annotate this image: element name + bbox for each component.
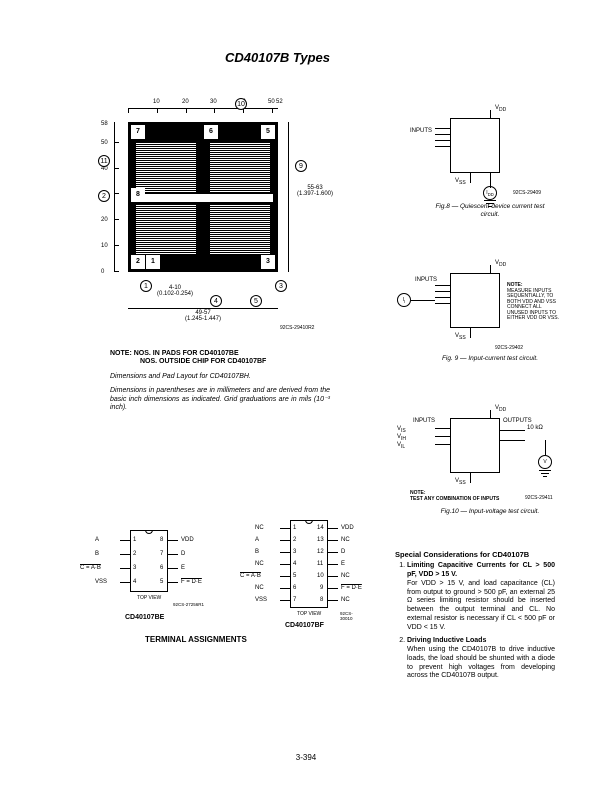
die-pad-8: 8 — [131, 188, 145, 202]
die-pad-7: 7 — [131, 125, 145, 139]
callout-10: 10 — [235, 98, 247, 110]
die-layout-diagram: 10 20 30 40 50 52 0 10 20 30 40 50 58 1 … — [90, 100, 335, 350]
die-note1-l2: NOS. OUTSIDE CHIP FOR CD40107BF — [110, 358, 330, 366]
dim-right-b: (1.397-1.600) — [297, 191, 333, 197]
fig9-caption: Fig. 9 — Input-current test circuit. — [435, 355, 545, 363]
callout-3: 3 — [275, 280, 287, 292]
dim-bottom-b: (0.102-0.254) — [157, 291, 193, 297]
fig10-caption: Fig.10 — Input-voltage test circuit. — [435, 508, 545, 516]
pkg8-name: CD40107BE — [125, 614, 164, 621]
die-refcode: 92CS-29410R2 — [280, 325, 314, 331]
fig10-circuit: VDD INPUTS OUTPUTS VIS VIH VIL 10 kΩ V V… — [395, 400, 565, 520]
fig8-refcode: 92CS-29409 — [513, 190, 541, 196]
die-scale-left: 0 10 20 30 40 50 58 — [114, 122, 126, 272]
die-note1-l1: NOTE: NOS. IN PADS FOR CD40107BE — [110, 350, 330, 358]
terminal-assignments-title: TERMINAL ASSIGNMENTS — [145, 635, 247, 644]
die-pad-6: 6 — [204, 125, 218, 139]
die-note-block: NOTE: NOS. IN PADS FOR CD40107BE NOS. OU… — [110, 350, 330, 412]
spec-item-1: Limiting Capacitive Currents for CL > 50… — [407, 562, 555, 632]
callout-4: 4 — [210, 295, 222, 307]
die-pad-3: 3 — [261, 255, 275, 269]
spec-title: Special Considerations for CD40107B — [395, 550, 555, 559]
fig8-caption: Fig.8 — Quiescent-device current test ci… — [435, 203, 545, 219]
dim-bottom2-b: (1.245-1.447) — [185, 316, 221, 322]
die-note3: Dimensions in parentheses are in millime… — [110, 387, 330, 412]
special-considerations: Special Considerations for CD40107B Limi… — [395, 550, 555, 686]
fig9-circuit: VDD INPUTS II VSS NOTE:MEASURE INPUTS SE… — [395, 255, 565, 375]
callout-2: 2 — [98, 190, 110, 202]
page-number: 3-394 — [0, 753, 612, 762]
callout-9: 9 — [295, 160, 307, 172]
callout-5: 5 — [250, 295, 262, 307]
pkg14-name: CD40107BF — [285, 622, 324, 629]
fig10-refcode: 92CS-29411 — [525, 495, 553, 501]
page-title: CD40107B Types — [225, 50, 330, 65]
pkg14-refcode: 92CS-30010 — [340, 611, 365, 621]
die-note2: Dimensions and Pad Layout for CD40107BH. — [110, 373, 330, 381]
callout-11: 11 — [98, 155, 110, 167]
die-chip-body: 1 2 3 8 5 6 7 — [128, 122, 278, 272]
die-pad-5: 5 — [261, 125, 275, 139]
fig9-refcode: 92CS-29402 — [495, 345, 523, 351]
pkg8-refcode: 92CS-27256R1 — [173, 602, 204, 607]
die-scale-top: 10 20 30 40 50 52 — [128, 108, 278, 120]
die-pad-2: 2 — [131, 255, 145, 269]
die-pad-1: 1 — [146, 255, 160, 269]
spec-item-2: Driving Inductive Loads When using the C… — [407, 637, 555, 681]
fig8-circuit: VDD INPUTS VSS IDD 92CS-29409 Fig.8 — Qu… — [395, 100, 565, 220]
